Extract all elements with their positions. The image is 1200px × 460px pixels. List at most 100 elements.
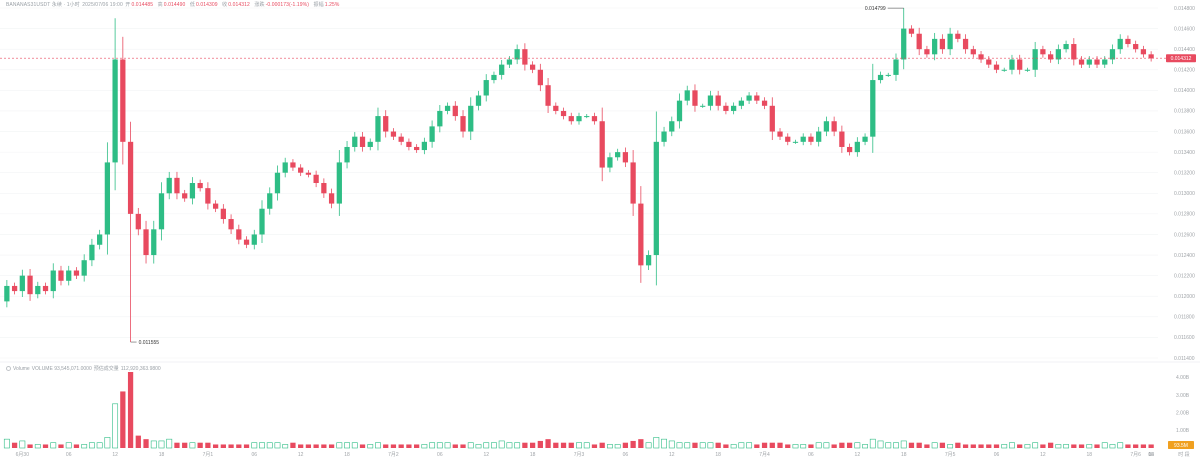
volume-bar[interactable]: [135, 435, 141, 448]
candle-body[interactable]: [437, 110, 443, 127]
volume-bar[interactable]: [11, 442, 18, 448]
candle-body[interactable]: [452, 105, 458, 117]
volume-bar[interactable]: [1133, 444, 1139, 448]
volume-bar[interactable]: [630, 440, 636, 448]
candle-body[interactable]: [816, 131, 822, 142]
volume-bar[interactable]: [599, 442, 605, 448]
candle-body[interactable]: [27, 275, 33, 295]
candle-body[interactable]: [862, 136, 868, 142]
volume-bar[interactable]: [1117, 442, 1124, 449]
volume-bar[interactable]: [916, 442, 922, 448]
candle-body[interactable]: [962, 38, 969, 50]
volume-bar[interactable]: [931, 442, 938, 449]
volume-bar[interactable]: [854, 442, 861, 449]
candle-body[interactable]: [1133, 44, 1139, 50]
candle-body[interactable]: [375, 116, 381, 142]
candle-body[interactable]: [800, 136, 806, 142]
candle-body[interactable]: [298, 167, 304, 173]
candle-body[interactable]: [854, 141, 860, 153]
candle-body[interactable]: [421, 141, 427, 151]
volume-bar[interactable]: [228, 444, 234, 448]
candle-body[interactable]: [723, 105, 729, 111]
candle-body[interactable]: [545, 85, 551, 106]
candle-body[interactable]: [120, 59, 126, 142]
volume-bar[interactable]: [537, 440, 543, 448]
candle-body[interactable]: [669, 121, 675, 132]
candle-body[interactable]: [313, 174, 319, 183]
volume-bar[interactable]: [298, 444, 304, 448]
volume-bar[interactable]: [182, 442, 188, 448]
volume-bar[interactable]: [1140, 444, 1147, 448]
candle-body[interactable]: [367, 141, 373, 147]
candle-body[interactable]: [955, 33, 961, 39]
candle-body[interactable]: [359, 136, 366, 147]
volume-bar[interactable]: [383, 444, 389, 448]
candle-body[interactable]: [1078, 59, 1085, 65]
candle-body[interactable]: [622, 152, 629, 163]
volume-bar[interactable]: [158, 440, 165, 449]
candle-body[interactable]: [197, 183, 203, 189]
volume-bar[interactable]: [42, 444, 49, 448]
candle-body[interactable]: [1040, 49, 1046, 55]
candle-body[interactable]: [267, 193, 273, 209]
volume-bar[interactable]: [367, 444, 374, 449]
volume-toggle-icon[interactable]: [6, 366, 11, 371]
volume-bar[interactable]: [947, 444, 954, 449]
volume-bar[interactable]: [88, 442, 95, 449]
candle-body[interactable]: [885, 74, 891, 76]
volume-bar[interactable]: [1094, 444, 1100, 448]
candle-body[interactable]: [591, 116, 598, 122]
candle-body[interactable]: [908, 28, 915, 34]
volume-bar[interactable]: [328, 444, 335, 448]
volume-bar[interactable]: [1032, 442, 1039, 449]
volume-bar[interactable]: [777, 442, 783, 448]
candle-body[interactable]: [707, 95, 714, 106]
candle-body[interactable]: [700, 105, 706, 107]
volume-bar[interactable]: [359, 444, 366, 448]
candle-body[interactable]: [135, 213, 141, 230]
volume-bar[interactable]: [166, 438, 173, 449]
candle-body[interactable]: [584, 116, 590, 118]
volume-bar[interactable]: [1040, 444, 1046, 448]
candle-body[interactable]: [761, 100, 768, 106]
volume-bar[interactable]: [73, 444, 80, 448]
volume-bar[interactable]: [877, 440, 884, 449]
volume-bar[interactable]: [259, 442, 265, 449]
volume-bar[interactable]: [27, 444, 33, 448]
candle-body[interactable]: [112, 59, 118, 163]
candle-body[interactable]: [514, 49, 520, 60]
volume-bar[interactable]: [769, 442, 775, 448]
volume-bar[interactable]: [236, 444, 242, 448]
candle-body[interactable]: [715, 95, 721, 106]
candle-body[interactable]: [1047, 54, 1054, 60]
volume-bar[interactable]: [1017, 444, 1023, 448]
candle-body[interactable]: [808, 136, 814, 142]
volume-bar[interactable]: [962, 444, 969, 448]
candle-body[interactable]: [321, 183, 327, 194]
volume-bar[interactable]: [1009, 442, 1015, 449]
candle-body[interactable]: [460, 116, 466, 132]
candle-body[interactable]: [259, 208, 265, 235]
volume-bar[interactable]: [746, 442, 753, 449]
volume-bar[interactable]: [452, 444, 458, 448]
volume-bar[interactable]: [290, 442, 296, 448]
candle-body[interactable]: [661, 131, 667, 142]
candle-body[interactable]: [1017, 59, 1023, 70]
candle-body[interactable]: [151, 229, 157, 256]
volume-bar[interactable]: [112, 403, 119, 449]
candle-body[interactable]: [1032, 49, 1038, 70]
candle-body[interactable]: [406, 141, 412, 147]
volume-bar[interactable]: [529, 442, 536, 448]
candle-body[interactable]: [1001, 69, 1007, 71]
volume-bar[interactable]: [908, 442, 915, 448]
volume-bar[interactable]: [792, 444, 799, 449]
candle-body[interactable]: [939, 38, 946, 50]
candle-body[interactable]: [1024, 69, 1031, 71]
volume-bar[interactable]: [1024, 444, 1031, 449]
volume-bar[interactable]: [475, 444, 482, 449]
candle-body[interactable]: [576, 116, 582, 122]
volume-bar[interactable]: [143, 439, 149, 448]
candle-body[interactable]: [336, 162, 342, 204]
candle-body[interactable]: [390, 131, 397, 137]
volume-bar[interactable]: [491, 442, 497, 449]
